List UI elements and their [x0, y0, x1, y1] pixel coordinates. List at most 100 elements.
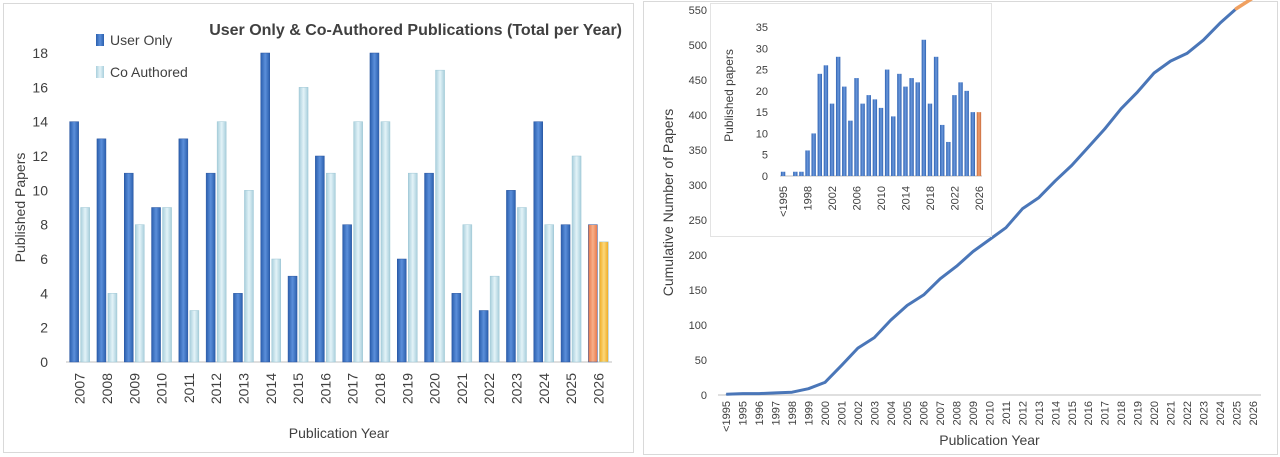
right-y-tick-label: 150 — [689, 285, 707, 297]
left-x-tick-label: 2024 — [536, 373, 552, 404]
left-x-tick-label: 2021 — [454, 373, 470, 404]
inset-y-tick-label: 5 — [762, 150, 768, 162]
right-x-tick-label: 2019 — [1133, 401, 1145, 425]
user-only-bar — [369, 52, 380, 363]
left-x-tick-label: 2016 — [317, 373, 333, 404]
cumulative-point — [923, 294, 925, 296]
inset-x-tick-label: 2014 — [900, 186, 912, 210]
left-x-tick-label: 2026 — [590, 373, 606, 404]
user-only-bar — [478, 310, 489, 363]
right-x-tick-label: 2023 — [1198, 401, 1210, 425]
co-authored-bar — [189, 310, 200, 363]
left-y-tick-label: 18 — [32, 45, 48, 61]
cumulative-line — [726, 7, 1238, 396]
inset-y-axis-label: Published papers — [722, 49, 736, 142]
inset-bar — [835, 56, 841, 176]
inset-x-tick-label: 2022 — [949, 186, 961, 210]
inset-bar — [793, 171, 798, 176]
right-y-tick-label: 550 — [689, 5, 707, 17]
cumulative-point — [1202, 39, 1204, 41]
right-y-tick-label: 450 — [689, 75, 707, 87]
left-y-tick-label: 10 — [32, 182, 48, 198]
inset-bar — [884, 69, 890, 176]
right-y-tick-label: 100 — [689, 320, 707, 332]
left-chart-title: User Only & Co-Authored Publications (To… — [209, 22, 622, 39]
inset-bar — [817, 73, 822, 176]
right-x-tick-label: 2011 — [1001, 401, 1013, 425]
user-only-bar — [178, 138, 189, 363]
user-only-bar — [69, 121, 79, 363]
cumulative-point — [1186, 52, 1188, 54]
right-x-tick-label: 1999 — [804, 401, 816, 425]
co-authored-bar — [462, 224, 473, 363]
left-x-tick-label: 2012 — [208, 373, 224, 404]
right-x-tick-label: 2013 — [1034, 401, 1046, 425]
right-x-tick-label: <1995 — [721, 401, 733, 432]
co-authored-bar — [571, 155, 582, 363]
user-only-bar — [233, 293, 243, 363]
inset-bar — [891, 116, 896, 176]
right-y-tick-label: 500 — [689, 40, 707, 52]
right-y-tick-label: 400 — [689, 110, 707, 122]
inset-chart-frame — [710, 3, 992, 237]
right-x-tick-label: 2021 — [1166, 401, 1178, 425]
inset-bar — [958, 82, 963, 176]
right-x-tick-label: 2026 — [1248, 401, 1260, 425]
right-y-tick-label: 250 — [689, 215, 707, 227]
cumulative-point — [840, 365, 842, 367]
co-authored-bar — [435, 69, 445, 363]
user-only-bar — [342, 224, 352, 363]
right-x-tick-label: 2006 — [919, 401, 931, 425]
inset-bar — [946, 141, 951, 176]
legend-swatch-co-authored — [96, 66, 104, 78]
inset-bar — [854, 78, 859, 176]
right-x-tick-label: 2003 — [869, 401, 881, 425]
left-x-tick-label: 2013 — [235, 373, 251, 404]
right-x-tick-label: 2000 — [820, 401, 832, 425]
left-y-tick-label: 16 — [32, 79, 48, 95]
legend-label-co-authored: Co Authored — [110, 64, 188, 80]
co-authored-bar — [162, 207, 172, 363]
inset-x-tick-label: 2010 — [876, 186, 888, 210]
left-x-tick-label: 2011 — [181, 373, 197, 403]
cumulative-point — [1219, 22, 1221, 24]
co-authored-bar — [80, 207, 90, 363]
inset-bar — [964, 90, 969, 176]
user-only-bar — [397, 258, 407, 363]
inset-x-tick-label: 1998 — [803, 186, 815, 210]
right-x-tick-label: 2004 — [886, 401, 898, 425]
cumulative-point — [972, 251, 974, 252]
inset-bar — [921, 39, 927, 177]
inset-bar — [897, 73, 902, 176]
inset-y-tick-label: 15 — [756, 107, 768, 119]
left-y-tick-label: 6 — [40, 251, 48, 267]
inset-y-tick-label: 0 — [762, 171, 768, 183]
cumulative-point — [1021, 208, 1023, 210]
right-x-tick-label: 2020 — [1149, 401, 1161, 425]
inset-bar — [872, 99, 878, 176]
cumulative-point — [1038, 197, 1040, 199]
cumulative-point — [1137, 91, 1139, 93]
cumulative-point — [857, 347, 859, 349]
inset-x-tick-label: 2006 — [852, 186, 864, 210]
user-only-bar — [96, 138, 107, 363]
right-x-tick-label: 2005 — [902, 401, 914, 425]
left-y-axis-label: Published Papers — [12, 153, 28, 263]
inset-bar — [970, 112, 976, 176]
co-authored-bar — [271, 258, 281, 363]
co-authored-bar — [107, 293, 118, 363]
right-x-axis-label: Publication Year — [939, 432, 1040, 448]
left-x-tick-label: 2025 — [563, 373, 579, 404]
inset-bar — [915, 82, 920, 176]
right-x-tick-label: 2024 — [1215, 401, 1227, 425]
left-x-tick-label: 2010 — [154, 373, 170, 404]
cumulative-point — [890, 319, 892, 321]
co-authored-bar — [517, 207, 527, 363]
co-authored-bar — [244, 190, 254, 363]
inset-y-tick-label: 10 — [756, 128, 768, 140]
left-y-tick-label: 14 — [32, 114, 48, 130]
cumulative-point — [1104, 128, 1106, 130]
cumulative-point — [791, 391, 793, 393]
co-authored-bar — [216, 121, 227, 363]
right-x-tick-label: 2012 — [1017, 401, 1029, 425]
